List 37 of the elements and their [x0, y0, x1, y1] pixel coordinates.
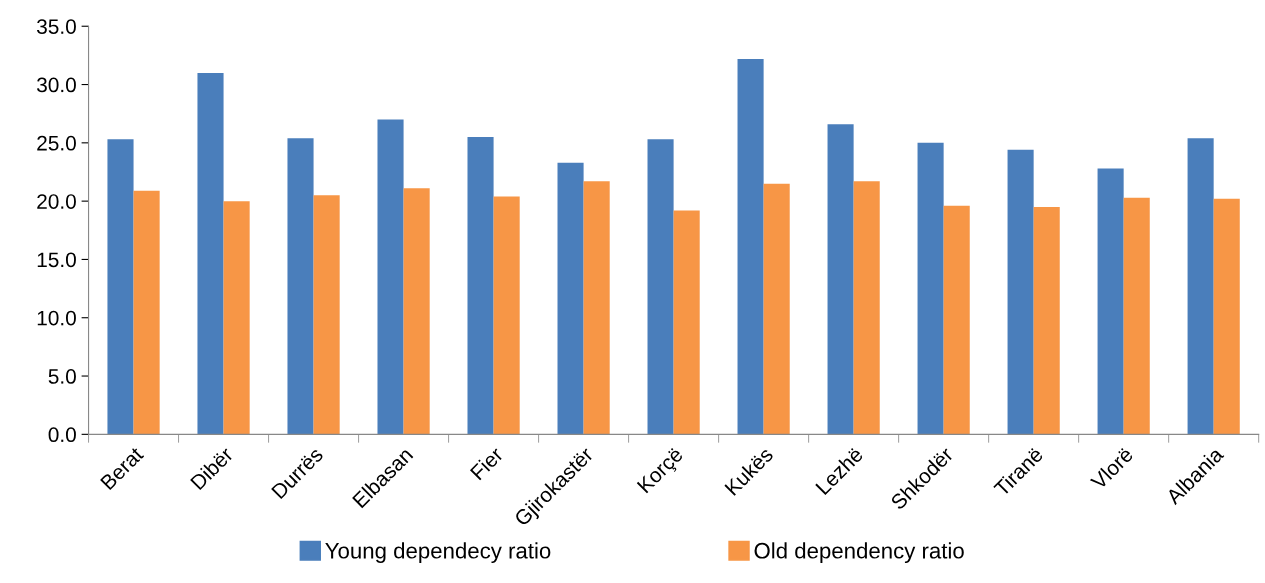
bar — [917, 142, 944, 435]
x-tick-label: Fier — [469, 445, 505, 481]
bar — [377, 119, 404, 435]
y-tick-label: 15.0 — [37, 252, 76, 268]
bar — [107, 139, 134, 435]
y-tick-label: 25.0 — [37, 135, 76, 151]
bar — [1097, 168, 1124, 435]
y-tick-label: 20.0 — [37, 194, 76, 209]
bar — [403, 188, 430, 435]
bar — [673, 210, 700, 435]
bar — [1123, 197, 1150, 435]
bar — [737, 58, 764, 435]
bar — [467, 137, 494, 435]
bar — [197, 72, 224, 435]
bar — [647, 139, 674, 435]
bar — [493, 196, 520, 435]
legend-label: Young dependecy ratio — [325, 542, 551, 563]
bar — [1033, 206, 1060, 435]
bar — [583, 181, 610, 435]
bar — [1007, 149, 1034, 435]
bar — [287, 138, 314, 435]
bar — [1213, 198, 1240, 435]
y-tick-label: 5.0 — [48, 369, 76, 384]
y-tick-label: 0.0 — [48, 427, 76, 443]
y-tick-label: 10.0 — [37, 310, 76, 326]
legend-label: Old dependency ratio — [754, 542, 964, 563]
bar — [827, 124, 854, 435]
y-tick-label: 35.0 — [37, 19, 76, 34]
bar — [313, 195, 340, 435]
bar — [133, 190, 160, 435]
bar — [943, 205, 970, 435]
bar — [223, 201, 250, 435]
bar — [853, 181, 880, 435]
bar — [763, 183, 790, 435]
bar — [1187, 138, 1214, 435]
bar — [557, 162, 584, 435]
y-tick-label: 30.0 — [37, 77, 76, 93]
